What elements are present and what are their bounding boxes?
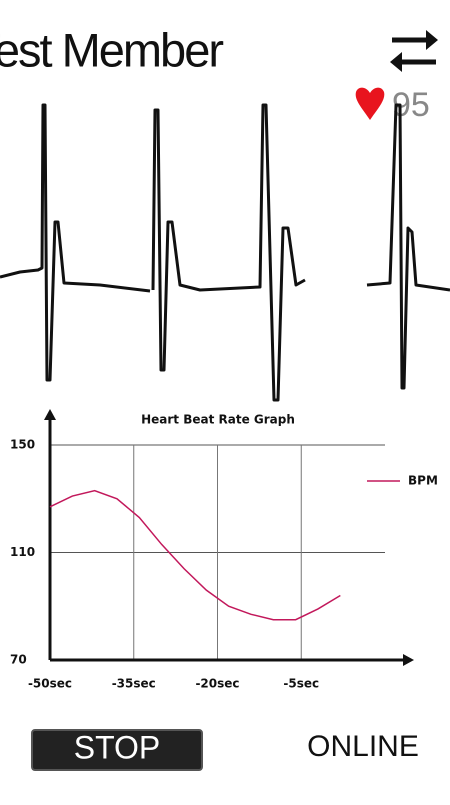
y-tick-label: 150 [10, 438, 35, 452]
stop-button[interactable]: STOP [31, 729, 203, 771]
status: ONLINE [307, 730, 419, 763]
plot: 70 110 150 -50sec -35sec -20sec -5sec BPM [10, 409, 438, 691]
x-tick-label: -20sec [195, 677, 239, 691]
bpm-line [49, 489, 341, 621]
y-tick-label: 70 [10, 653, 27, 667]
x-axis-arrow [403, 654, 414, 666]
y-axis-arrow [44, 409, 56, 420]
chart-title: Heart Beat Rate Graph [141, 413, 295, 427]
x-tick-label: -5sec [283, 677, 319, 691]
x-tick-label: -35sec [112, 677, 156, 691]
x-tick-label: -50sec [28, 677, 72, 691]
ecg-trace [0, 103, 450, 402]
switch-icon[interactable] [390, 30, 438, 72]
member-name: Test Member [0, 23, 223, 76]
heart-icon [355, 87, 385, 120]
stop-label[interactable]: STOP [74, 729, 161, 765]
stop-button-bg[interactable] [31, 729, 203, 771]
legend-label: BPM [408, 474, 438, 488]
y-tick-label: 110 [10, 545, 35, 559]
